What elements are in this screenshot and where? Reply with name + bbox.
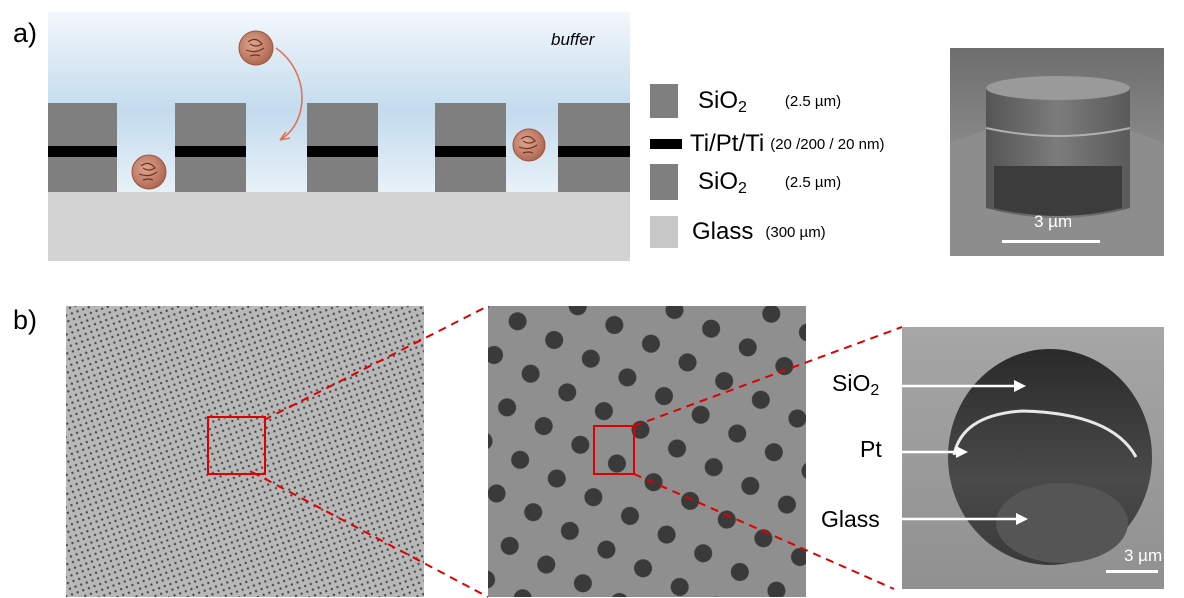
legend-thickness: (2.5 µm) xyxy=(784,173,842,191)
cell-icon-falling xyxy=(238,30,274,66)
trajectory-arrow xyxy=(275,47,303,141)
legend-subscript: 2 xyxy=(738,180,747,197)
legend-item-sio2-top: SiO2 (2.5 µm) xyxy=(650,84,841,118)
legend-thickness: (300 µm) xyxy=(765,223,826,241)
zoom-box xyxy=(207,416,266,475)
layer-label-pt: Pt xyxy=(860,436,882,463)
layer-name: Glass xyxy=(821,506,880,532)
sem-scale-label-b: 3 µm xyxy=(1124,546,1163,565)
layer-label-sio2: SiO2 xyxy=(832,370,880,399)
legend-swatch xyxy=(650,139,682,149)
legend-name: Glass xyxy=(692,218,754,245)
legend-swatch xyxy=(650,84,678,118)
legend-name: SiO xyxy=(698,168,739,195)
legend-item-glass: Glass (300 µm) xyxy=(650,216,826,248)
pillar-3 xyxy=(307,103,378,192)
zoom-box xyxy=(593,425,635,475)
sem-image-well-tilted xyxy=(902,327,1164,589)
sem-image-array-zoom xyxy=(488,306,806,597)
buffer-label: buffer xyxy=(551,30,595,49)
legend-swatch xyxy=(650,164,678,200)
layer-subscript: 2 xyxy=(870,382,880,399)
pillar-1 xyxy=(48,103,117,192)
legend-name: SiO xyxy=(698,87,739,114)
legend-thickness: (20 /200 / 20 nm) xyxy=(770,135,885,153)
panel-b-label: b) xyxy=(13,305,38,335)
legend-item-sio2-bottom: SiO2 (2.5 µm) xyxy=(650,164,841,200)
cell-icon-well-right xyxy=(512,128,546,162)
pillar-4 xyxy=(435,103,506,192)
cell-icon-well-left xyxy=(131,154,167,190)
panel-a-label: a) xyxy=(13,18,38,48)
legend-item-tiptti: Ti/Pt/Ti (20 /200 / 20 nm) xyxy=(650,130,884,158)
schematic-cross-section xyxy=(48,12,630,261)
layer-name: Pt xyxy=(860,436,882,462)
layer-name: SiO xyxy=(832,370,871,396)
legend-swatch xyxy=(650,216,678,248)
sem-image-array-overview xyxy=(66,306,424,597)
glass-substrate xyxy=(48,192,630,261)
legend-subscript: 2 xyxy=(738,99,747,116)
sem-scale-label-a: 3 µm xyxy=(1034,212,1073,231)
pillar-2 xyxy=(175,103,246,192)
pillar-5 xyxy=(558,103,630,192)
layer-label-glass: Glass xyxy=(821,506,880,533)
legend-name: Ti/Pt/Ti xyxy=(690,130,765,157)
legend-thickness: (2.5 µm) xyxy=(784,92,842,110)
sem-image-well-side xyxy=(950,48,1164,256)
